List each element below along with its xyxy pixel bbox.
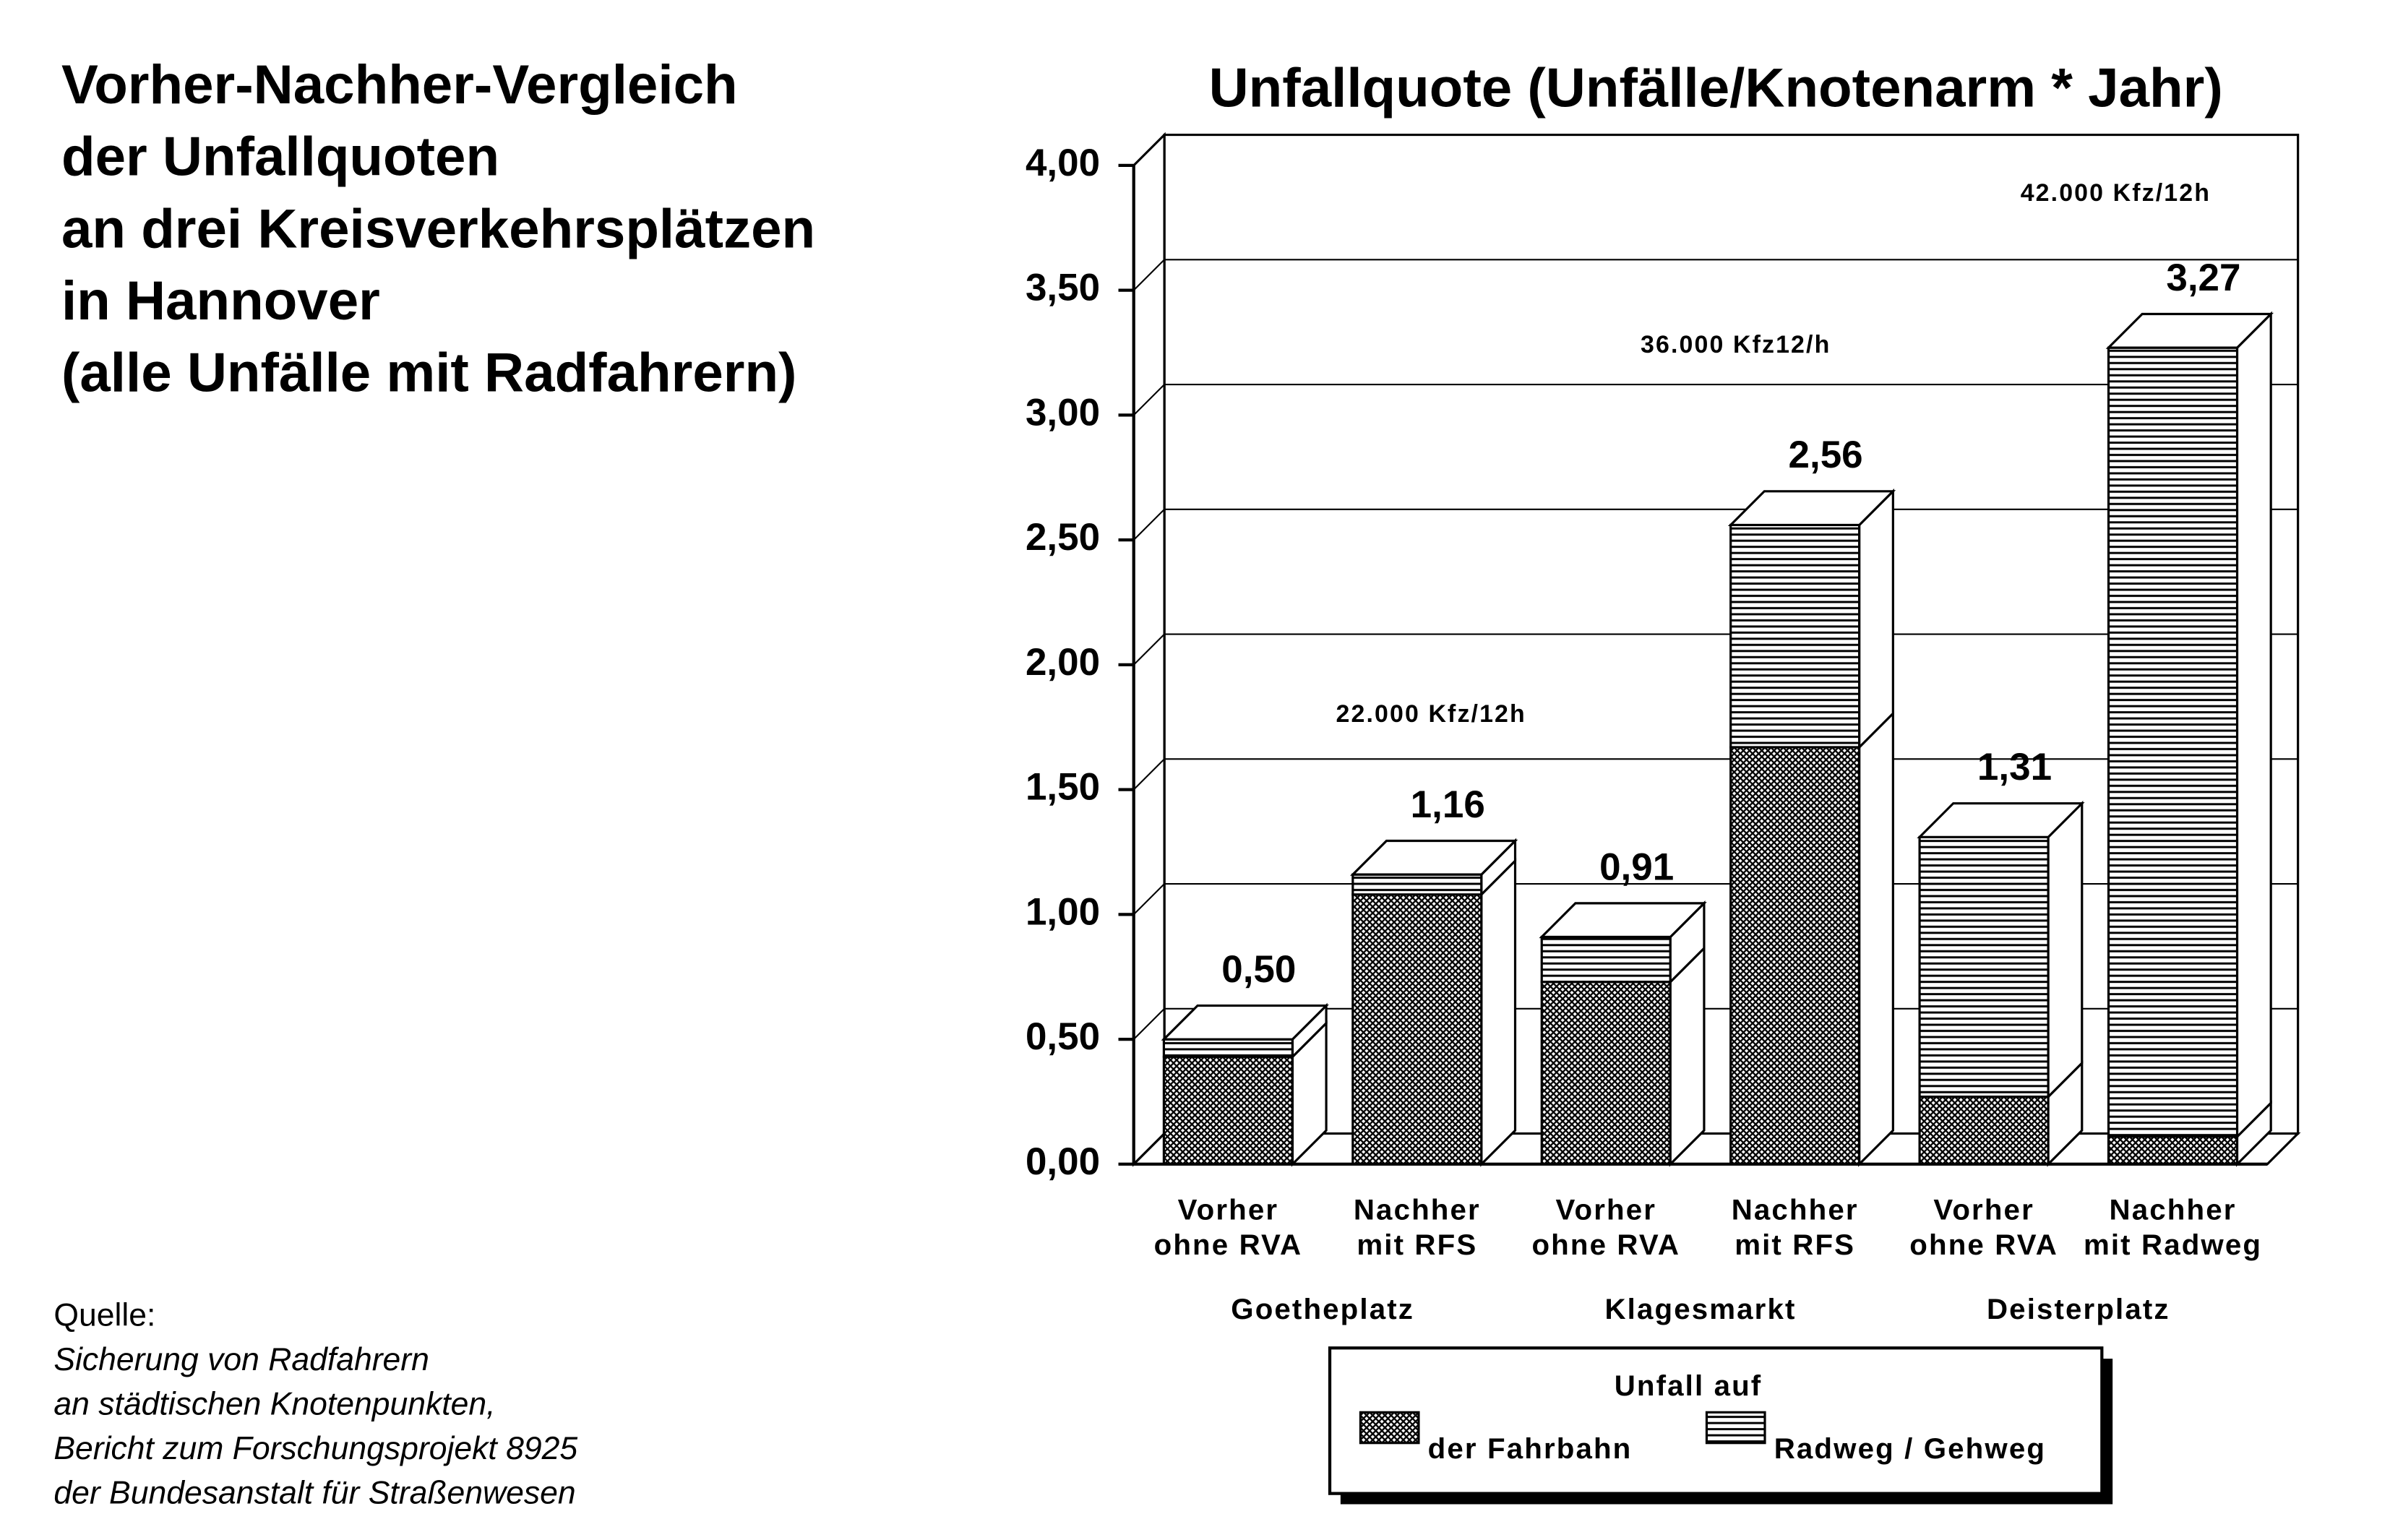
chart-title: Unfallquote (Unfälle/Knotenarm * Jahr) [1209,57,2223,119]
source-label: Quelle: [53,1298,155,1333]
heading: Vorher-Nachher-Vergleich der Unfallquote… [61,54,815,403]
y-tick-label: 3,00 [1026,391,1100,434]
bar-segment [1162,1055,1294,1166]
x-tick-label: ohne RVA [1154,1229,1303,1261]
source-line: Sicherung von Radfahrern [53,1342,429,1377]
group-label: Klagesmarkt [1604,1293,1796,1325]
bar-side [1669,945,1706,1167]
bar-top [2105,312,2274,349]
heading-line: der Unfallquoten [61,126,499,188]
annotation: 22.000 Kfz/12h [1336,700,1526,728]
annotation: 42.000 Kfz/12h [2021,179,2211,207]
value-label: 2,56 [1789,434,1863,476]
value-label: 1,16 [1411,783,1485,826]
y-tick-label: 1,00 [1026,890,1100,933]
bar-segment [1729,523,1861,749]
legend-label: Radweg / Gehweg [1774,1432,2046,1465]
legend-title: Unfall auf [1615,1369,1763,1402]
x-tick-label: ohne RVA [1531,1229,1680,1261]
bar-side [2235,311,2272,1140]
bar-segment [2107,346,2239,1138]
grid-line [1132,758,2298,791]
grid-line [1132,259,2298,291]
bar-top [1539,902,1707,939]
x-tick-label: Vorher [1178,1193,1279,1226]
x-tick-label: mit RFS [1357,1229,1477,1261]
bar-side [2047,800,2084,1100]
bar-segment [1540,981,1672,1166]
group-label: Goetheplatz [1231,1293,1414,1325]
grid-line [1132,633,2298,666]
bar-top [1161,1004,1329,1041]
x-tick-label: Nachher [1732,1193,1859,1226]
x-tick-label: Nachher [2110,1193,2237,1226]
bar-segment [1351,873,1483,896]
heading-line: in Hannover [61,270,380,332]
bar-side [1480,858,1517,1167]
x-tick-label: Nachher [1354,1193,1481,1226]
y-tick-label: 0,00 [1026,1140,1100,1183]
x-tick-label: Vorher [1556,1193,1657,1226]
x-tick-label: mit RFS [1735,1229,1855,1261]
bar-side [1858,710,1894,1167]
x-tick-label: mit Radweg [2084,1229,2262,1261]
grid-line [1132,134,2298,166]
legend-label: der Fahrbahn [1428,1432,1633,1465]
grid-line [1132,383,2298,416]
value-label: 0,50 [1221,948,1296,991]
value-label: 0,91 [1599,846,1674,888]
y-tick-label: 1,50 [1026,766,1100,809]
grid-line [1132,508,2298,541]
bar-segment [1162,1038,1294,1058]
legend-swatch [1359,1411,1420,1445]
bar-segment [1540,935,1672,984]
bar-segment [1918,1096,2050,1166]
group-label: Deisterplatz [1987,1293,2170,1325]
x-tick-label: Vorher [1933,1193,2034,1226]
bar-segment [1729,746,1861,1166]
source-line: der Bundesanstalt für Straßenwesen [53,1476,575,1511]
y-tick-label: 4,00 [1026,142,1100,184]
bar-side [1858,488,1894,750]
heading-line: an drei Kreisverkehrsplätzen [61,198,815,259]
value-label: 3,27 [2166,257,2240,299]
source-line: Bericht zum Forschungsprojekt 8925 [53,1431,577,1466]
x-tick-label: ohne RVA [1909,1229,2058,1261]
bar-top [1727,490,1896,527]
y-tick-label: 3,50 [1026,267,1100,309]
source-line: an städtischen Knotenpunkten, [53,1387,495,1422]
bar-segment [2107,1135,2239,1166]
annotation: 36.000 Kfz12/h [1641,331,1831,358]
bar-segment [1918,835,2050,1098]
legend-swatch [1705,1411,1766,1445]
source: Quelle: Sicherung von Radfahrern an städ… [53,1298,577,1511]
y-tick-label: 0,50 [1026,1015,1100,1058]
bar-top [1917,802,2085,838]
y-tick-label: 2,00 [1026,641,1100,684]
bar-top [1349,839,1518,876]
y-tick-label: 2,50 [1026,516,1100,559]
bar-segment [1351,893,1483,1166]
heading-line: (alle Unfälle mit Radfahrern) [61,343,796,404]
heading-line: Vorher-Nachher-Vergleich [61,54,738,116]
value-label: 1,31 [1977,746,2052,788]
